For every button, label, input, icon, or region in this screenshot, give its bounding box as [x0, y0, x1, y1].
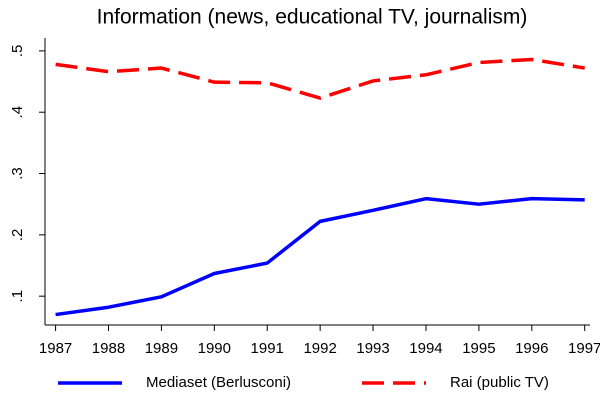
- x-tick-label: 1990: [198, 340, 231, 357]
- x-tick-label: 1988: [92, 340, 125, 357]
- y-tick-label: .1: [9, 290, 26, 303]
- x-tick-label: 1993: [356, 340, 389, 357]
- y-tick-label: .2: [9, 229, 26, 242]
- x-tick-label: 1995: [462, 340, 495, 357]
- y-tick-label: .3: [9, 167, 26, 180]
- x-tick-label: 1987: [39, 340, 72, 357]
- x-tick-label: 1996: [515, 340, 548, 357]
- series-line: [55, 57, 585, 100]
- legend-label: Rai (public TV): [450, 374, 549, 391]
- x-tick-label: 1992: [303, 340, 336, 357]
- series-line: [55, 196, 585, 317]
- legend-label: Mediaset (Berlusconi): [146, 374, 291, 391]
- x-tick-label: 1991: [251, 340, 284, 357]
- chart-title: Information (news, educational TV, journ…: [97, 6, 528, 29]
- y-tick-label: .5: [9, 45, 26, 58]
- x-tick-label: 1994: [409, 340, 442, 357]
- x-tick-label: 1997: [568, 340, 600, 357]
- x-tick-label: 1989: [145, 340, 178, 357]
- y-tick-label: .4: [9, 106, 26, 119]
